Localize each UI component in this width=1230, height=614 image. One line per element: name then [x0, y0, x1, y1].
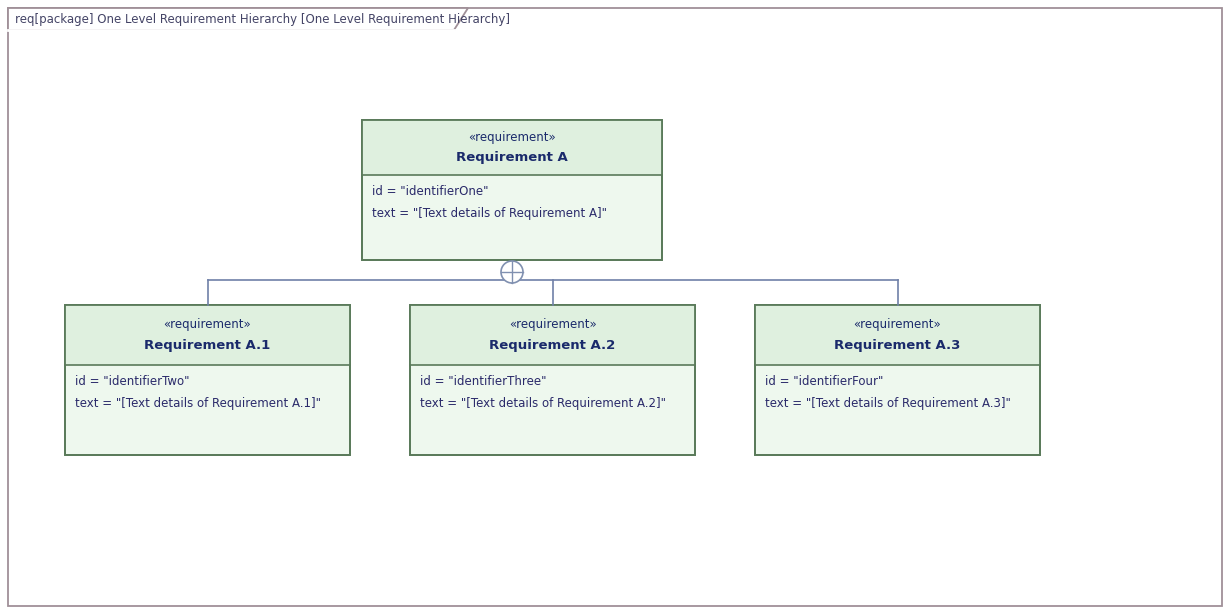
Bar	[755, 305, 1041, 455]
Text: «requirement»: «requirement»	[469, 131, 556, 144]
Text: Requirement A: Requirement A	[456, 151, 568, 164]
Bar	[65, 305, 351, 365]
Text: Requirement A.2: Requirement A.2	[490, 340, 616, 352]
Bar	[362, 120, 662, 175]
Bar	[362, 120, 662, 260]
Text: Requirement A.1: Requirement A.1	[144, 340, 271, 352]
Text: «requirement»: «requirement»	[854, 317, 941, 331]
Text: «requirement»: «requirement»	[509, 317, 597, 331]
Bar	[410, 305, 695, 455]
Text: id = "identifierOne": id = "identifierOne"	[371, 185, 488, 198]
Text: Requirement A.3: Requirement A.3	[834, 340, 961, 352]
Text: text = "[Text details of Requirement A]": text = "[Text details of Requirement A]"	[371, 207, 606, 220]
Text: text = "[Text details of Requirement A.2]": text = "[Text details of Requirement A.2…	[419, 397, 665, 410]
Bar	[410, 305, 695, 455]
Bar	[362, 120, 662, 260]
Text: req[package] One Level Requirement Hierarchy [One Level Requirement Hierarchy]: req[package] One Level Requirement Hiera…	[15, 12, 510, 26]
Bar	[65, 305, 351, 455]
Text: id = "identifierTwo": id = "identifierTwo"	[75, 375, 189, 388]
Circle shape	[501, 261, 523, 283]
Text: text = "[Text details of Requirement A.3]": text = "[Text details of Requirement A.3…	[765, 397, 1011, 410]
Bar	[65, 305, 351, 455]
Text: «requirement»: «requirement»	[164, 317, 251, 331]
Text: id = "identifierThree": id = "identifierThree"	[419, 375, 546, 388]
Polygon shape	[9, 8, 467, 30]
Bar	[755, 305, 1041, 365]
Bar	[410, 305, 695, 365]
Bar	[755, 305, 1041, 455]
Text: id = "identifierFour": id = "identifierFour"	[765, 375, 883, 388]
Text: text = "[Text details of Requirement A.1]": text = "[Text details of Requirement A.1…	[75, 397, 321, 410]
